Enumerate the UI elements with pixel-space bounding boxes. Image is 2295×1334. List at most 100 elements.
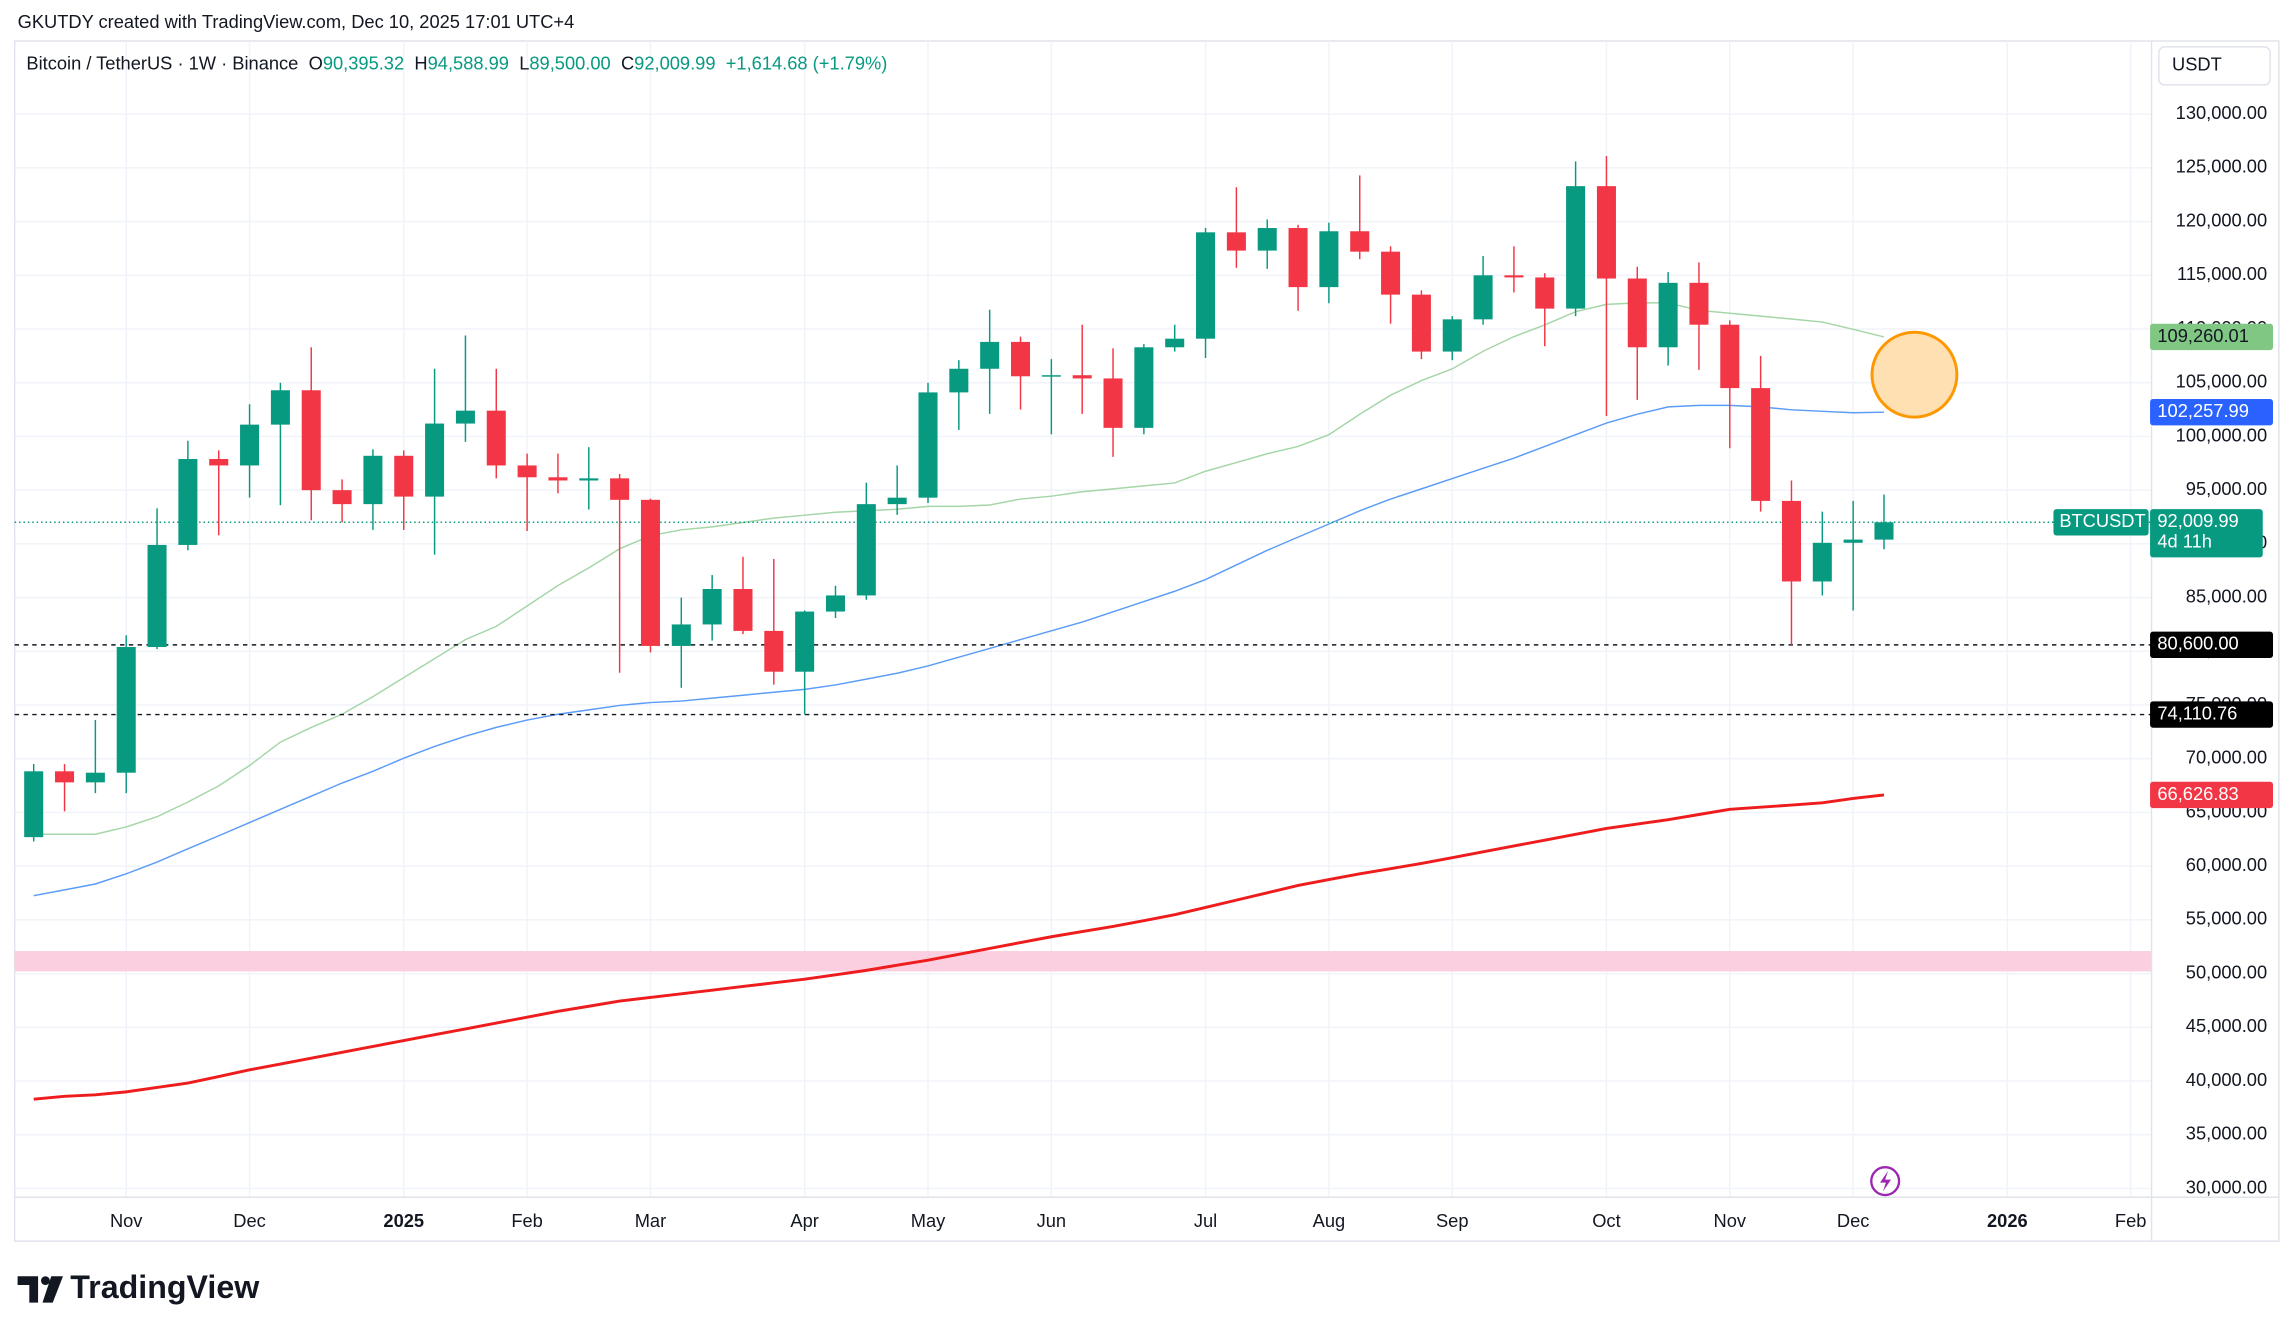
candle-body <box>1134 347 1154 428</box>
y-tick-label: 105,000.00 <box>2176 371 2268 392</box>
candle-body <box>610 478 630 500</box>
candle-body <box>887 497 907 505</box>
candle-body <box>640 499 660 646</box>
legend-value: 89,500.00 <box>529 52 610 73</box>
y-tick-label: 60,000.00 <box>2186 854 2267 875</box>
candle-body <box>764 630 784 672</box>
candle-body <box>1257 228 1277 251</box>
candle-body <box>1072 375 1092 379</box>
candle-body <box>1319 231 1339 288</box>
candle-body <box>1812 542 1832 582</box>
candle-body <box>116 647 136 773</box>
brand-name: TradingView <box>70 1269 260 1305</box>
candle-body <box>671 624 691 646</box>
candle-body <box>1226 232 1246 251</box>
x-tick-label: 2026 <box>1987 1210 2028 1231</box>
legend-value: 90,395.32 <box>323 52 404 73</box>
level-price-label-box <box>2150 701 2274 728</box>
symbol-label: BTCUSDT <box>2059 510 2145 531</box>
y-tick-label: 95,000.00 <box>2186 478 2267 499</box>
candle-body <box>1658 282 1678 348</box>
candle-body <box>517 465 537 478</box>
logo-slash <box>42 1276 63 1303</box>
candle-body <box>1165 338 1185 348</box>
candle-body <box>980 341 1000 369</box>
candle-body <box>733 588 753 631</box>
x-tick-label: Jun <box>1037 1210 1066 1231</box>
moving-average-line <box>33 404 1884 897</box>
candle-body <box>209 459 229 466</box>
candle-body <box>1627 278 1647 348</box>
candle-body <box>332 490 352 505</box>
legend-title: Bitcoin / TetherUS · 1W · Binance <box>26 52 298 73</box>
logo-dot <box>41 1276 50 1286</box>
x-tick-label: Jul <box>1194 1210 1217 1231</box>
candle-body <box>394 455 414 497</box>
x-tick-label: Feb <box>2115 1210 2147 1231</box>
legend-value: 92,009.99 <box>634 52 715 73</box>
y-tick-label: 45,000.00 <box>2186 1015 2267 1036</box>
current-price-label: 92,009.99 <box>2157 510 2238 531</box>
candle-body <box>579 478 599 481</box>
candle-body <box>24 771 44 838</box>
candle-body <box>1689 282 1709 325</box>
x-tick-label: Oct <box>1592 1210 1620 1231</box>
x-tick-label: Mar <box>635 1210 666 1231</box>
candles <box>24 156 1894 842</box>
currency-button-box[interactable] <box>2158 46 2271 86</box>
moving-average-price-label: 102,257.99 <box>2157 400 2249 421</box>
attribution: GKUTDY created with TradingView.com, Dec… <box>18 11 575 32</box>
currency-button[interactable]: USDT <box>2158 46 2271 86</box>
currency-label[interactable]: USDT <box>2172 54 2222 75</box>
y-tick-label: 115,000.00 <box>2177 263 2267 284</box>
x-tick-label: May <box>911 1210 946 1231</box>
grid <box>14 40 2152 1198</box>
candle-body <box>1103 378 1123 428</box>
candle-body <box>918 392 938 498</box>
level-price-label: 74,110.76 <box>2157 702 2237 723</box>
candle-body <box>486 410 506 466</box>
candle-body <box>1720 324 1740 389</box>
event-icon[interactable] <box>1870 1166 1901 1197</box>
symbol-label-box <box>2053 509 2149 536</box>
y-tick-label: 120,000.00 <box>2176 209 2268 230</box>
candle-body <box>55 771 75 783</box>
candle-body <box>795 611 815 672</box>
candle-body <box>240 424 260 466</box>
x-tick-label: Nov <box>110 1210 143 1231</box>
candle-body <box>1535 277 1555 309</box>
y-tick-label: 70,000.00 <box>2186 747 2267 768</box>
zone-band <box>14 951 2152 972</box>
candle-body <box>301 390 321 491</box>
candle-body <box>1196 232 1216 339</box>
brand-logo: TradingView <box>17 1269 260 1305</box>
moving-average-price-label-box <box>2150 323 2274 351</box>
x-tick-label: Feb <box>511 1210 543 1231</box>
candle-body <box>1874 522 1894 540</box>
legend: Bitcoin / TetherUS · 1W · Binance O90,395… <box>26 52 887 73</box>
zones <box>14 951 2152 972</box>
moving-average-price-label-box <box>2150 399 2274 426</box>
candle-body <box>1473 275 1493 320</box>
x-tick-label: 2025 <box>383 1210 424 1231</box>
y-tick-label: 130,000.00 <box>2176 102 2268 123</box>
moving-average-price-label: 109,260.01 <box>2157 325 2249 346</box>
x-tick-label: Aug <box>1313 1210 1346 1231</box>
y-tick-label: 40,000.00 <box>2186 1069 2267 1090</box>
candle-body <box>147 544 167 648</box>
level-price-label: 80,600.00 <box>2157 633 2238 654</box>
candle-body <box>1381 251 1401 295</box>
candle-body <box>1596 186 1616 279</box>
legend-line: Bitcoin / TetherUS · 1W · Binance O90,395… <box>26 52 887 73</box>
y-tick-label: 35,000.00 <box>2186 1123 2267 1144</box>
event-icon-bolt[interactable] <box>1880 1170 1892 1192</box>
candle-body <box>1442 319 1462 352</box>
candle-body <box>1781 500 1801 582</box>
legend-key: O <box>309 52 323 73</box>
candle-body <box>1504 275 1524 278</box>
moving-average-price-label-box <box>2150 781 2274 809</box>
candle-body <box>1843 539 1863 543</box>
